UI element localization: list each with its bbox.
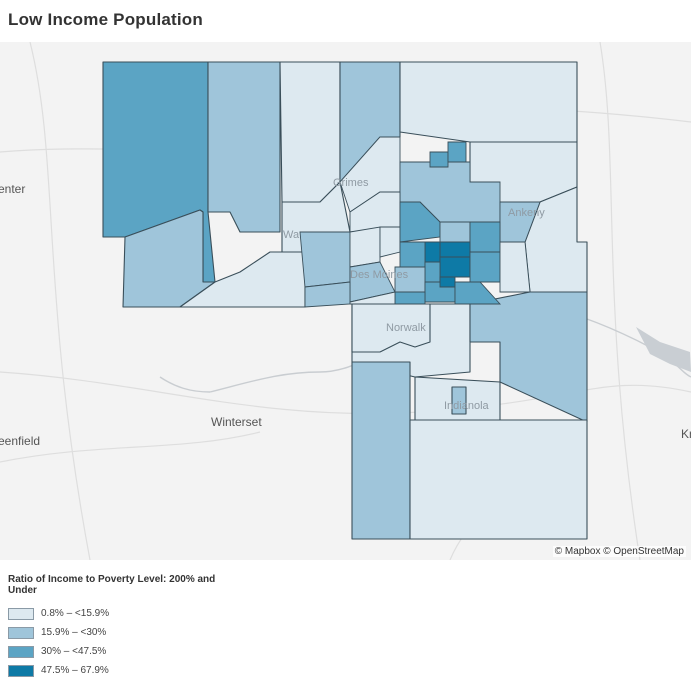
legend-item-label: 47.5% – 67.9% xyxy=(41,665,109,676)
tract-dm-core-3[interactable] xyxy=(399,241,426,268)
legend-item: 15.9% – <30% xyxy=(8,623,268,642)
map-legend: Ratio of Income to Poverty Level: 200% a… xyxy=(8,574,268,680)
place-label-indianola: Indianola xyxy=(444,400,490,412)
tract-pleasant-hill[interactable] xyxy=(499,241,531,293)
legend-item: 47.5% – 67.9% xyxy=(8,661,268,680)
tract-waukee[interactable] xyxy=(299,231,351,288)
place-label-des-moines: Des Moines xyxy=(350,269,409,281)
place-label-greenfield: eenfield xyxy=(0,434,40,448)
legend-item: 0.8% – <15.9% xyxy=(8,604,268,623)
place-label-ankeny: Ankeny xyxy=(508,207,545,219)
region-warren-w[interactable] xyxy=(351,361,411,540)
legend-item-label: 30% – <47.5% xyxy=(41,646,107,657)
region-warren-norwalk[interactable] xyxy=(351,303,431,353)
choropleth-map[interactable]: enter Winterset eenfield Kn Norwalk Indi… xyxy=(0,42,691,560)
region-dallas-sw[interactable] xyxy=(122,209,216,308)
region-n-dallas-b[interactable] xyxy=(207,61,281,233)
tract-wdm-a[interactable] xyxy=(349,226,381,268)
legend-swatch xyxy=(8,607,34,620)
region-north-polk-c[interactable] xyxy=(399,61,578,143)
legend-title: Ratio of Income to Poverty Level: 200% a… xyxy=(8,574,216,596)
tract-ankeny-b[interactable] xyxy=(447,141,467,163)
region-indianola-core[interactable] xyxy=(451,386,467,415)
tract-dm-core-4[interactable] xyxy=(439,256,471,278)
tract-ankeny-a[interactable] xyxy=(429,151,449,168)
tract-dm-s-core[interactable] xyxy=(439,276,456,288)
place-label-norwalk: Norwalk xyxy=(386,322,426,334)
legend-item: 30% – <47.5% xyxy=(8,642,268,661)
tract-dm-core-2[interactable] xyxy=(424,241,441,263)
place-label-winterset: Winterset xyxy=(211,415,262,429)
region-warren-e[interactable] xyxy=(469,291,588,423)
tract-dm-core-1[interactable] xyxy=(439,241,471,258)
region-warren-s[interactable] xyxy=(409,419,588,540)
tract-dm-south-band[interactable] xyxy=(394,291,426,305)
tract-clive[interactable] xyxy=(379,226,401,258)
place-label-grimes: Grimes xyxy=(333,177,369,189)
lake-saylorville xyxy=(636,327,691,372)
tract-dm-core-5[interactable] xyxy=(469,251,501,283)
place-label-waukee: Wa xyxy=(283,229,300,241)
region-north-polk-a[interactable] xyxy=(279,61,341,203)
legend-item-label: 0.8% – <15.9% xyxy=(41,608,110,619)
place-label-center: enter xyxy=(0,182,25,196)
legend-item-label: 15.9% – <30% xyxy=(41,627,107,638)
metro-tracts[interactable] xyxy=(299,136,541,308)
map-canvas[interactable]: enter Winterset eenfield Kn Norwalk Indi… xyxy=(0,42,691,560)
tract-dm-ne[interactable] xyxy=(469,221,501,253)
tract-dm-n[interactable] xyxy=(439,221,471,243)
tract-dm-se[interactable] xyxy=(454,281,502,305)
place-label-knoxville: Kn xyxy=(681,427,691,441)
legend-swatch xyxy=(8,626,34,639)
map-attribution[interactable]: © Mapbox © OpenStreetMap xyxy=(552,546,686,557)
legend-swatch xyxy=(8,645,34,658)
legend-swatch xyxy=(8,664,34,677)
tract-dm-core-6[interactable] xyxy=(424,261,441,283)
tract-south-dm[interactable] xyxy=(349,291,396,305)
page-title: Low Income Population xyxy=(8,10,203,29)
